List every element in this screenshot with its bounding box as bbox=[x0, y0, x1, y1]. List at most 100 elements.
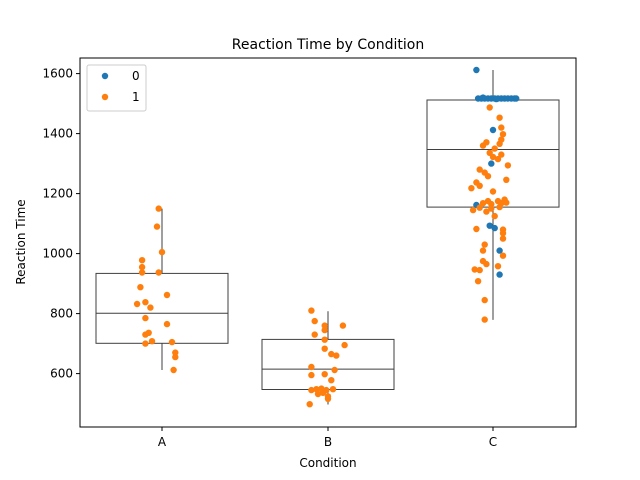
point-series-1 bbox=[170, 366, 177, 374]
point-series-1 bbox=[499, 230, 507, 237]
point-series-1 bbox=[503, 199, 510, 206]
point-series-1 bbox=[333, 352, 340, 359]
point-series-0 bbox=[496, 271, 503, 278]
point-series-1 bbox=[476, 182, 483, 189]
point-series-1 bbox=[486, 104, 493, 111]
point-series-1 bbox=[308, 386, 315, 394]
point-series-1 bbox=[481, 316, 488, 323]
point-series-1 bbox=[168, 338, 176, 346]
point-series-1 bbox=[158, 248, 166, 256]
point-series-1 bbox=[142, 314, 149, 322]
point-series-1 bbox=[321, 322, 328, 329]
point-series-1 bbox=[153, 223, 161, 230]
point-series-1 bbox=[494, 155, 502, 163]
point-series-1 bbox=[163, 291, 171, 299]
point-series-1 bbox=[142, 340, 149, 347]
point-series-1 bbox=[147, 304, 154, 311]
point-series-1 bbox=[476, 266, 483, 274]
point-series-1 bbox=[479, 200, 487, 207]
point-series-1 bbox=[491, 145, 498, 152]
plot-layer bbox=[95, 66, 560, 408]
chart-title: Reaction Time by Condition bbox=[232, 37, 424, 53]
x-tick-label-b: B bbox=[324, 435, 332, 449]
point-series-1 bbox=[308, 371, 315, 379]
point-series-0 bbox=[479, 94, 487, 101]
point-series-0 bbox=[488, 160, 495, 167]
point-series-1 bbox=[155, 269, 162, 276]
point-series-0 bbox=[493, 95, 500, 103]
point-series-1 bbox=[172, 353, 179, 361]
legend-label-0: 0 bbox=[132, 69, 140, 83]
point-series-0 bbox=[496, 247, 503, 254]
point-series-1 bbox=[489, 188, 497, 195]
point-series-1 bbox=[138, 257, 146, 264]
point-series-1 bbox=[311, 317, 318, 325]
point-series-1 bbox=[499, 252, 507, 259]
point-series-1 bbox=[476, 166, 483, 173]
legend-frame bbox=[86, 64, 147, 112]
point-series-1 bbox=[138, 263, 146, 271]
point-series-1 bbox=[483, 139, 490, 146]
y-tick-label-1200: 1200 bbox=[42, 187, 73, 201]
point-series-1 bbox=[469, 206, 477, 214]
point-series-1 bbox=[499, 131, 507, 138]
legend: 0 1 bbox=[86, 64, 147, 112]
axis-layer: 600 800 1000 1200 1400 1600 A B C bbox=[42, 67, 497, 449]
box-b bbox=[261, 338, 395, 390]
point-series-0 bbox=[491, 224, 498, 232]
point-series-1 bbox=[324, 395, 332, 402]
point-series-1 bbox=[142, 331, 149, 338]
point-series-1 bbox=[499, 235, 507, 242]
point-series-1 bbox=[155, 205, 162, 212]
point-series-1 bbox=[476, 204, 483, 211]
y-tick-label-1400: 1400 bbox=[42, 127, 73, 141]
legend-marker-0 bbox=[101, 72, 109, 80]
point-series-0 bbox=[473, 66, 480, 74]
point-series-0 bbox=[513, 95, 520, 102]
y-tick-label-1600: 1600 bbox=[42, 67, 73, 81]
point-series-1 bbox=[321, 326, 328, 334]
box-a bbox=[95, 272, 229, 344]
x-axis-label: Condition bbox=[299, 456, 356, 470]
point-series-1 bbox=[479, 247, 487, 254]
x-tick-label-a: A bbox=[158, 435, 167, 449]
point-series-1 bbox=[481, 241, 488, 248]
point-series-1 bbox=[496, 203, 503, 211]
point-series-1 bbox=[494, 263, 502, 270]
plot-frame bbox=[79, 57, 577, 428]
legend-label-1: 1 bbox=[132, 90, 140, 104]
y-tick-label-1000: 1000 bbox=[42, 247, 73, 261]
point-series-1 bbox=[498, 124, 505, 131]
point-series-1 bbox=[484, 173, 492, 180]
point-series-1 bbox=[137, 284, 144, 291]
point-series-1 bbox=[142, 299, 149, 306]
point-series-1 bbox=[163, 320, 171, 328]
point-series-1 bbox=[133, 300, 141, 308]
point-series-1 bbox=[468, 185, 475, 192]
point-series-1 bbox=[503, 176, 510, 183]
point-series-1 bbox=[314, 390, 322, 398]
point-series-1 bbox=[498, 151, 505, 158]
point-series-1 bbox=[471, 266, 478, 273]
point-series-1 bbox=[474, 278, 482, 285]
point-series-1 bbox=[496, 114, 503, 121]
point-series-1 bbox=[504, 162, 512, 169]
y-tick-label-600: 600 bbox=[50, 367, 73, 381]
point-series-1 bbox=[319, 389, 327, 396]
point-series-1 bbox=[138, 269, 146, 276]
point-series-1 bbox=[321, 371, 328, 378]
point-series-1 bbox=[321, 336, 328, 343]
point-series-1 bbox=[313, 386, 320, 393]
legend-marker-1 bbox=[101, 93, 109, 101]
y-axis-label: Reaction Time bbox=[14, 199, 28, 284]
point-series-1 bbox=[328, 377, 335, 384]
point-series-1 bbox=[328, 350, 335, 358]
point-series-1 bbox=[172, 349, 179, 356]
x-tick-label-c: C bbox=[489, 435, 497, 449]
point-series-1 bbox=[341, 341, 348, 349]
point-series-1 bbox=[308, 307, 315, 314]
point-series-1 bbox=[491, 212, 498, 220]
point-series-1 bbox=[483, 208, 490, 215]
point-series-1 bbox=[339, 322, 347, 329]
